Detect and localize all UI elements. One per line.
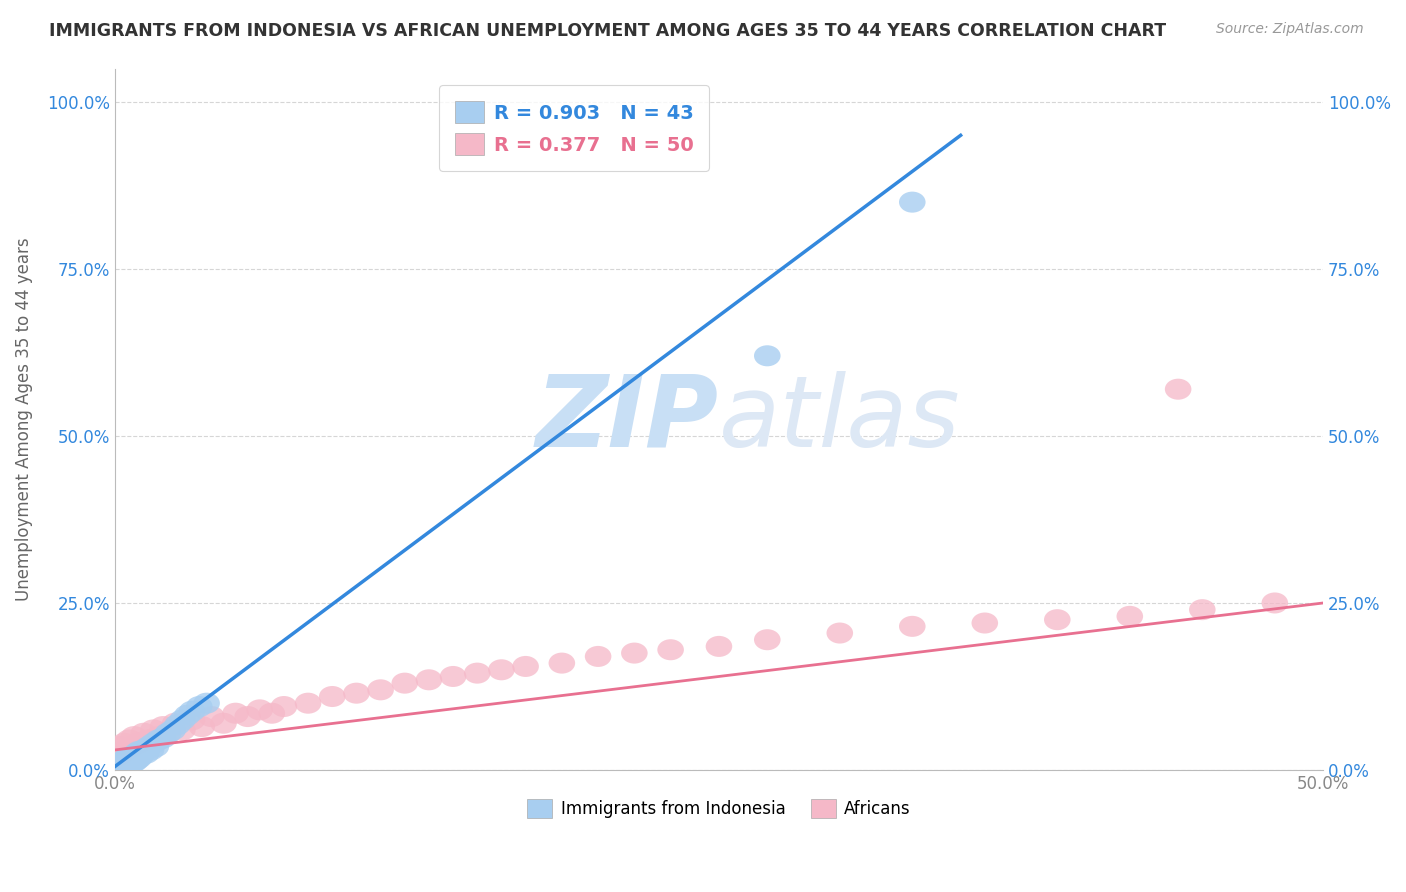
Ellipse shape bbox=[179, 701, 205, 722]
Legend: Immigrants from Indonesia, Africans: Immigrants from Indonesia, Africans bbox=[520, 792, 917, 825]
Ellipse shape bbox=[488, 659, 515, 681]
Ellipse shape bbox=[104, 746, 131, 767]
Ellipse shape bbox=[131, 723, 157, 744]
Ellipse shape bbox=[211, 713, 236, 734]
Ellipse shape bbox=[125, 740, 152, 762]
Ellipse shape bbox=[343, 682, 370, 704]
Ellipse shape bbox=[107, 757, 134, 779]
Ellipse shape bbox=[131, 739, 157, 761]
Ellipse shape bbox=[111, 732, 138, 754]
Ellipse shape bbox=[186, 696, 212, 717]
Ellipse shape bbox=[188, 716, 215, 737]
Ellipse shape bbox=[270, 696, 297, 717]
Ellipse shape bbox=[193, 693, 219, 714]
Ellipse shape bbox=[121, 726, 148, 747]
Ellipse shape bbox=[124, 749, 150, 771]
Ellipse shape bbox=[108, 751, 135, 772]
Ellipse shape bbox=[115, 730, 142, 750]
Ellipse shape bbox=[754, 629, 780, 650]
Text: Source: ZipAtlas.com: Source: ZipAtlas.com bbox=[1216, 22, 1364, 37]
Ellipse shape bbox=[104, 759, 131, 780]
Ellipse shape bbox=[114, 753, 141, 774]
Ellipse shape bbox=[155, 723, 181, 744]
Ellipse shape bbox=[367, 680, 394, 700]
Text: atlas: atlas bbox=[718, 371, 960, 467]
Ellipse shape bbox=[118, 746, 145, 767]
Ellipse shape bbox=[169, 719, 195, 740]
Ellipse shape bbox=[198, 706, 225, 727]
Ellipse shape bbox=[142, 736, 169, 757]
Ellipse shape bbox=[121, 745, 148, 766]
Ellipse shape bbox=[1261, 592, 1288, 614]
Ellipse shape bbox=[135, 730, 162, 750]
Ellipse shape bbox=[111, 749, 138, 771]
Ellipse shape bbox=[246, 699, 273, 721]
Ellipse shape bbox=[155, 723, 181, 744]
Ellipse shape bbox=[124, 743, 150, 764]
Ellipse shape bbox=[118, 736, 145, 757]
Text: ZIP: ZIP bbox=[536, 371, 718, 467]
Ellipse shape bbox=[115, 754, 142, 775]
Ellipse shape bbox=[138, 739, 165, 761]
Ellipse shape bbox=[118, 753, 145, 774]
Ellipse shape bbox=[391, 673, 418, 694]
Ellipse shape bbox=[141, 719, 167, 740]
Ellipse shape bbox=[141, 732, 167, 754]
Ellipse shape bbox=[114, 747, 141, 769]
Ellipse shape bbox=[128, 745, 155, 766]
Ellipse shape bbox=[111, 757, 138, 779]
Y-axis label: Unemployment Among Ages 35 to 44 years: Unemployment Among Ages 35 to 44 years bbox=[15, 237, 32, 601]
Ellipse shape bbox=[150, 727, 176, 748]
Ellipse shape bbox=[259, 703, 285, 723]
Ellipse shape bbox=[115, 749, 142, 771]
Ellipse shape bbox=[621, 642, 648, 664]
Ellipse shape bbox=[174, 705, 201, 726]
Ellipse shape bbox=[295, 693, 322, 714]
Ellipse shape bbox=[898, 615, 925, 637]
Ellipse shape bbox=[585, 646, 612, 667]
Ellipse shape bbox=[150, 716, 176, 737]
Ellipse shape bbox=[1189, 599, 1216, 620]
Text: IMMIGRANTS FROM INDONESIA VS AFRICAN UNEMPLOYMENT AMONG AGES 35 TO 44 YEARS CORR: IMMIGRANTS FROM INDONESIA VS AFRICAN UNE… bbox=[49, 22, 1167, 40]
Ellipse shape bbox=[464, 663, 491, 683]
Ellipse shape bbox=[121, 751, 148, 772]
Ellipse shape bbox=[145, 730, 172, 750]
Ellipse shape bbox=[1116, 606, 1143, 627]
Ellipse shape bbox=[1164, 379, 1191, 400]
Ellipse shape bbox=[162, 713, 188, 734]
Ellipse shape bbox=[159, 719, 186, 740]
Ellipse shape bbox=[107, 753, 134, 774]
Ellipse shape bbox=[179, 709, 205, 731]
Ellipse shape bbox=[108, 758, 135, 780]
Ellipse shape bbox=[658, 640, 683, 660]
Ellipse shape bbox=[165, 714, 191, 735]
Ellipse shape bbox=[107, 736, 134, 757]
Ellipse shape bbox=[111, 754, 138, 775]
Ellipse shape bbox=[319, 686, 346, 707]
Ellipse shape bbox=[134, 743, 159, 764]
Ellipse shape bbox=[125, 747, 152, 769]
Ellipse shape bbox=[706, 636, 733, 657]
Ellipse shape bbox=[827, 623, 853, 643]
Ellipse shape bbox=[972, 613, 998, 633]
Ellipse shape bbox=[108, 743, 135, 764]
Ellipse shape bbox=[145, 726, 172, 747]
Ellipse shape bbox=[104, 756, 131, 777]
Ellipse shape bbox=[114, 756, 141, 777]
Ellipse shape bbox=[512, 656, 538, 677]
Ellipse shape bbox=[222, 703, 249, 723]
Ellipse shape bbox=[114, 739, 141, 761]
Ellipse shape bbox=[548, 653, 575, 673]
Ellipse shape bbox=[107, 759, 134, 780]
Ellipse shape bbox=[898, 192, 925, 212]
Ellipse shape bbox=[135, 736, 162, 757]
Ellipse shape bbox=[1045, 609, 1070, 631]
Ellipse shape bbox=[125, 732, 152, 754]
Ellipse shape bbox=[754, 345, 780, 367]
Ellipse shape bbox=[235, 706, 262, 727]
Ellipse shape bbox=[108, 756, 135, 777]
Ellipse shape bbox=[416, 669, 443, 690]
Ellipse shape bbox=[440, 666, 467, 687]
Ellipse shape bbox=[169, 709, 195, 731]
